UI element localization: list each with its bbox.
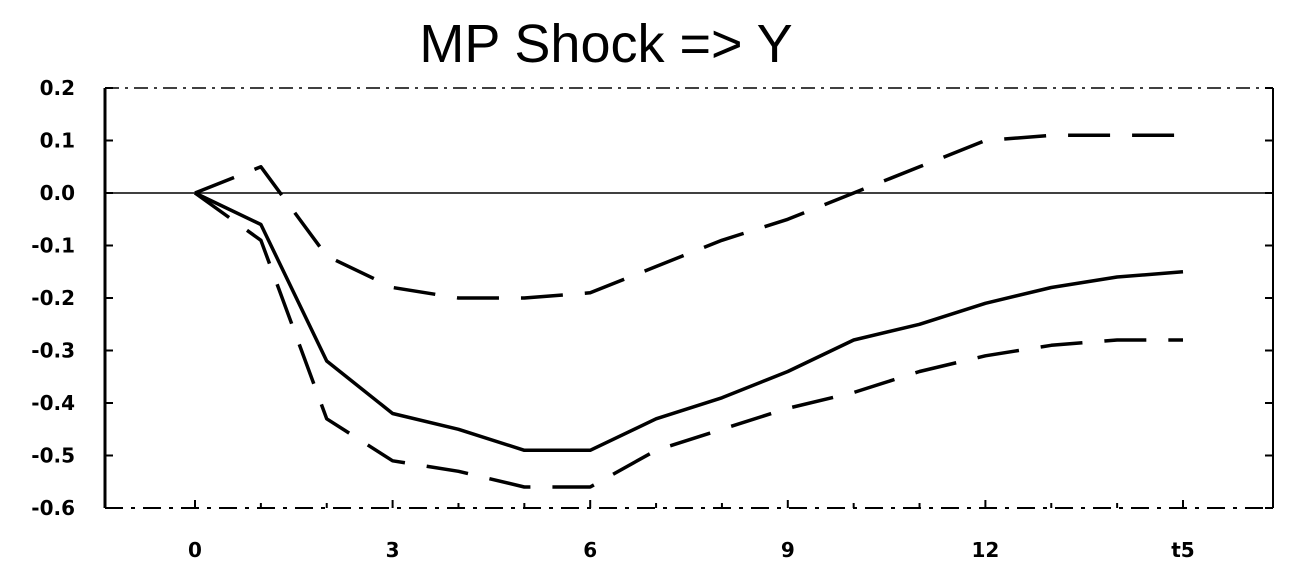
- y-tick-label: -0.2: [31, 286, 75, 310]
- y-axis: 0.2 0.1 0.0 -0.1 -0.2 -0.3 -0.4 -0.5 -0.6: [31, 76, 1273, 520]
- chart-title: MP Shock => Y: [419, 14, 792, 74]
- x-tick-label: 9: [781, 538, 795, 562]
- x-axis: 0 3 6 9 12 t5: [188, 500, 1195, 562]
- x-tick-label: 12: [971, 538, 999, 562]
- y-tick-label: -0.6: [31, 496, 75, 520]
- plot-frame: [103, 87, 1274, 509]
- series-layer: [193, 133, 1184, 489]
- y-tick-label: -0.4: [31, 391, 75, 415]
- x-tick-label: t5: [1171, 538, 1194, 562]
- x-tick-label: 0: [188, 538, 202, 562]
- y-tick-label: 0.2: [40, 76, 75, 100]
- y-tick-label: -0.3: [31, 339, 75, 363]
- y-tick-label: -0.1: [31, 234, 75, 258]
- confidence-band-line-2: [193, 191, 1183, 489]
- x-tick-label: 6: [583, 538, 597, 562]
- confidence-band-line-1: [194, 133, 1183, 300]
- y-tick-label: -0.5: [31, 444, 75, 468]
- x-tick-label: 3: [386, 538, 400, 562]
- y-tick-label: 0.1: [40, 129, 75, 153]
- impulse-response-line: [194, 191, 1184, 453]
- y-tick-label: 0.0: [40, 181, 75, 205]
